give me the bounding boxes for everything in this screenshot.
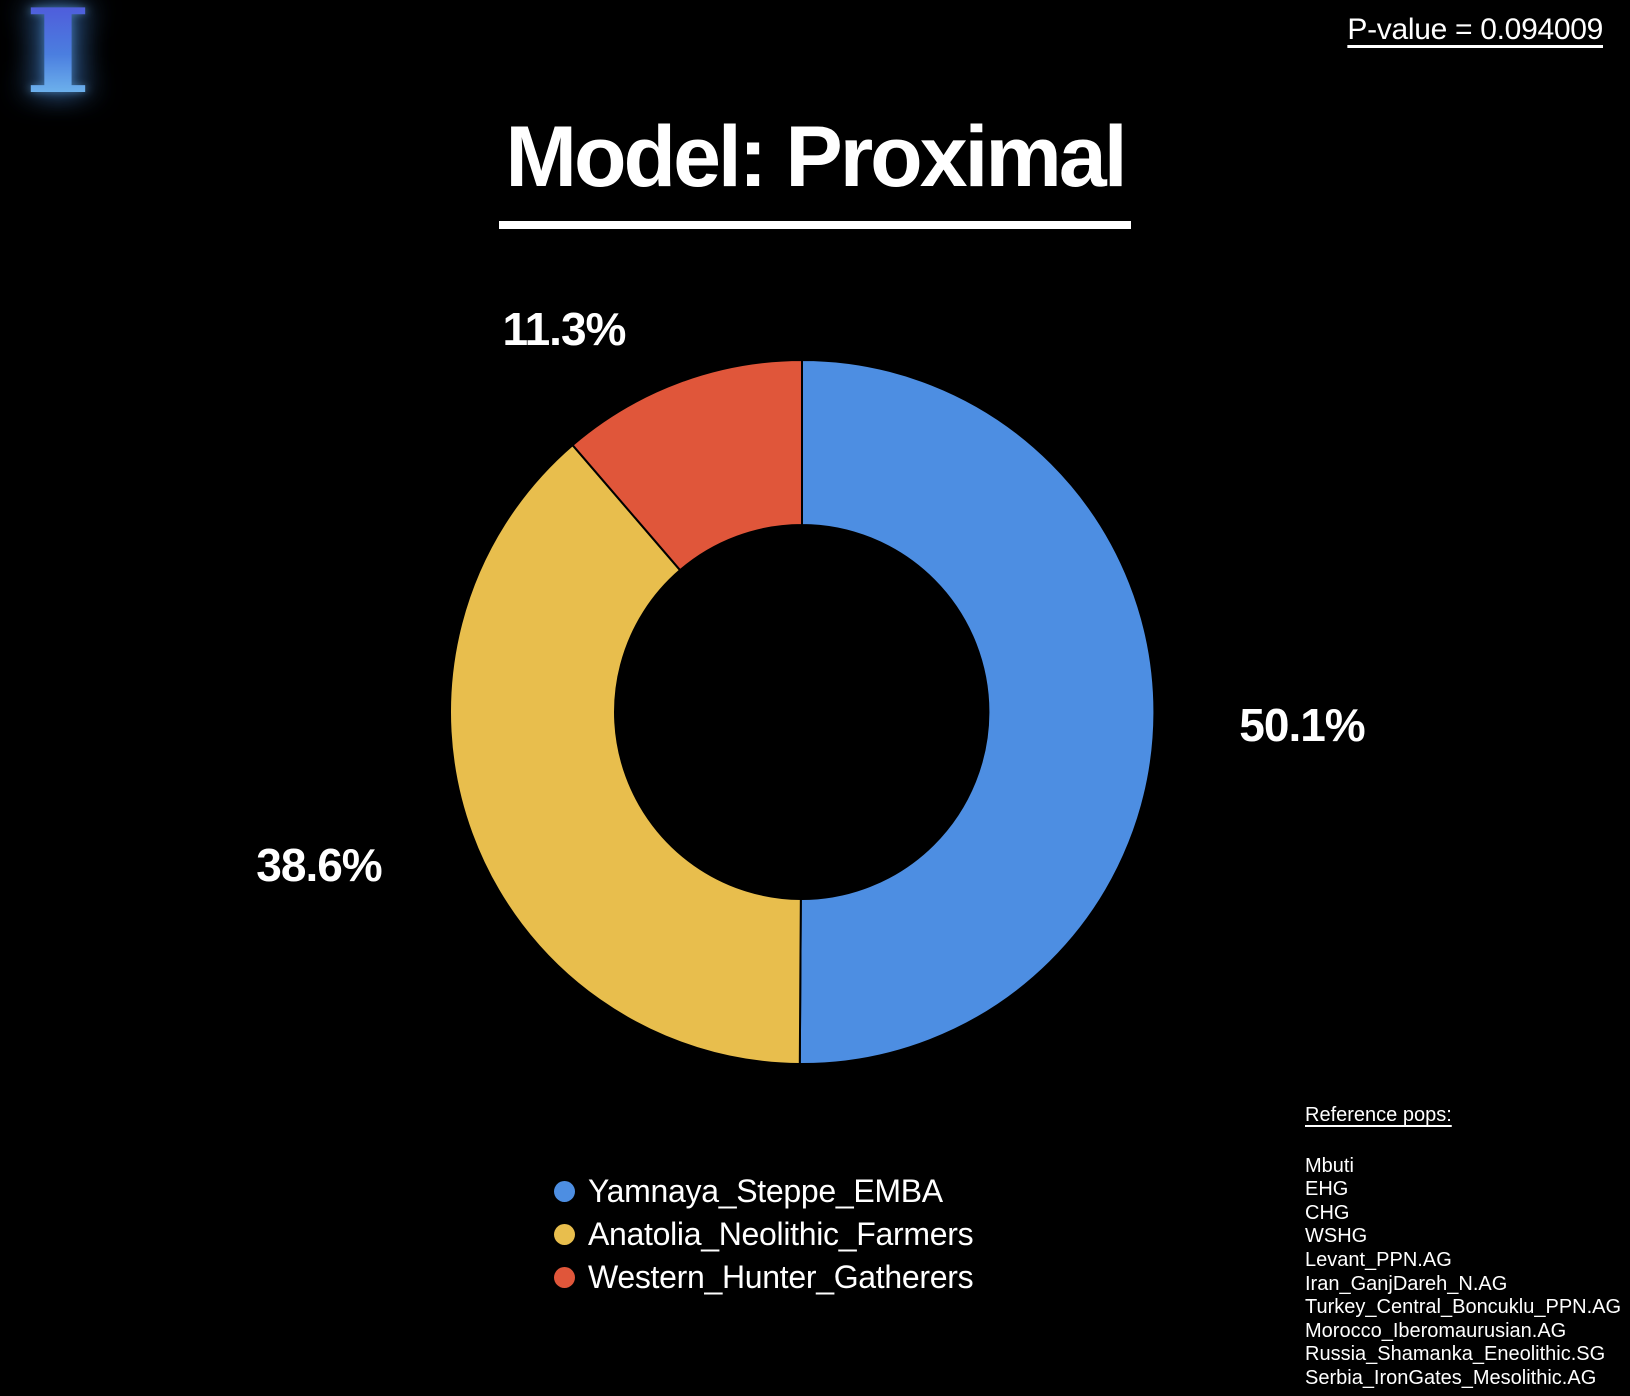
- reference-pops-panel: Reference pops: Mbuti EHG CHG WSHG Levan…: [1305, 1104, 1621, 1391]
- legend-item-anatolia: Anatolia_Neolithic_Farmers: [554, 1213, 974, 1256]
- legend-item-yamnaya: Yamnaya_Steppe_EMBA: [554, 1170, 973, 1213]
- reference-pops-item: Morocco_Iberomaurusian.AG: [1305, 1319, 1567, 1342]
- page-title: Model: Proximal: [505, 109, 1127, 205]
- legend-item-label: Yamnaya_Steppe_EMBA: [588, 1173, 943, 1209]
- reference-pops-item: WSHG: [1305, 1225, 1368, 1248]
- slice-label-anatolia: 38.6%: [256, 839, 382, 891]
- slice-label-yamnaya: 50.1%: [1239, 699, 1365, 751]
- legend-dot-icon: [554, 1267, 575, 1288]
- p-value-text: P-value = 0.094009: [1347, 13, 1603, 46]
- reference-pops-item: Mbuti: [1305, 1154, 1354, 1177]
- legend-dot-icon: [554, 1181, 575, 1202]
- reference-pops-item: EHG: [1305, 1178, 1349, 1201]
- reference-pops-item: Serbia_IronGates_Mesolithic.AG: [1305, 1366, 1597, 1389]
- donut-chart: [447, 357, 1157, 1067]
- donut-slice: [798, 358, 1156, 1065]
- donut-slice: [571, 358, 803, 572]
- reference-pops-heading: Reference pops:: [1305, 1104, 1452, 1126]
- reference-pops-item: Levant_PPN.AG: [1305, 1248, 1452, 1271]
- donut-slice: [449, 443, 802, 1065]
- reference-pops-item: Turkey_Central_Boncuklu_PPN.AG: [1305, 1296, 1622, 1319]
- app-logo: I: [24, 0, 92, 110]
- chart-legend: Yamnaya_Steppe_EMBA Anatolia_Neolithic_F…: [554, 1170, 974, 1299]
- reference-pops-item: Russia_Shamanka_Eneolithic.SG: [1305, 1343, 1606, 1366]
- reference-pops-item: CHG: [1305, 1201, 1350, 1224]
- slice-label-whg: 11.3%: [502, 303, 627, 355]
- legend-dot-icon: [554, 1224, 575, 1245]
- legend-item-label: Western_Hunter_Gatherers: [588, 1259, 974, 1295]
- title-underline: [499, 221, 1131, 229]
- legend-item-label: Anatolia_Neolithic_Farmers: [588, 1216, 974, 1252]
- donut-chart-svg: [449, 358, 1156, 1065]
- legend-item-whg: Western_Hunter_Gatherers: [554, 1256, 974, 1299]
- reference-pops-item: Iran_GanjDareh_N.AG: [1305, 1272, 1508, 1295]
